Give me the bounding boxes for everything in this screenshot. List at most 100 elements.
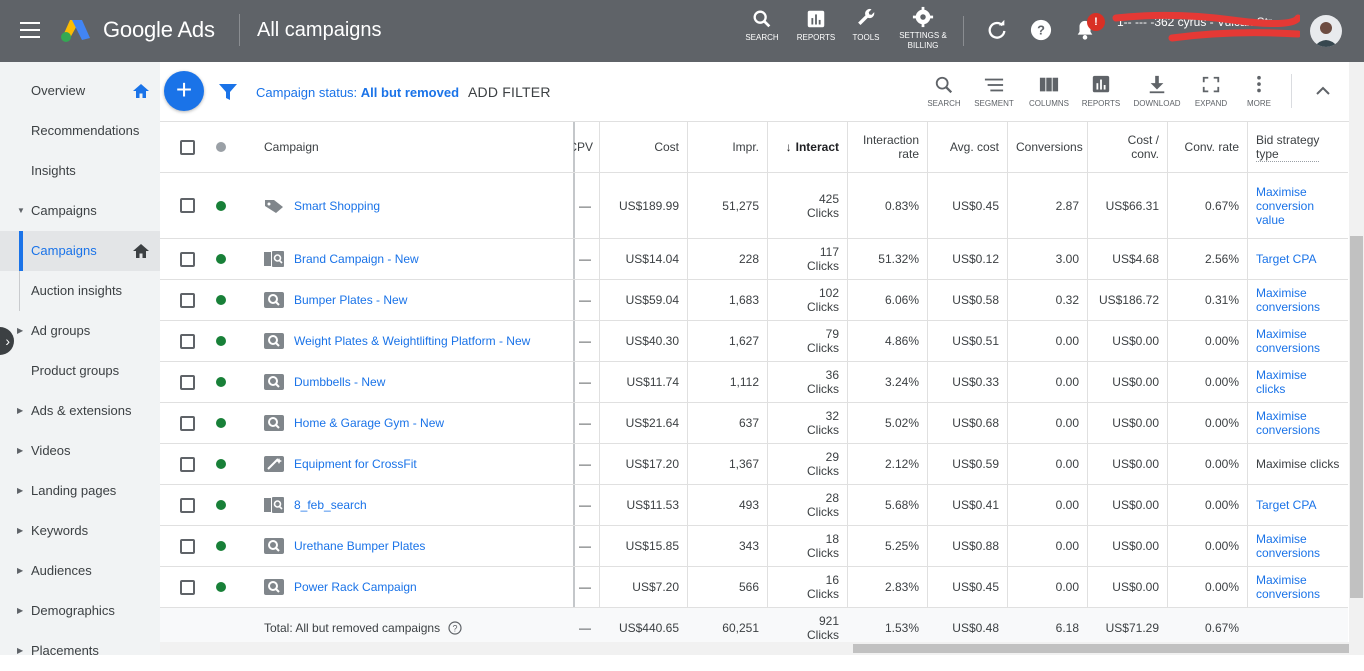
column-header-interactions[interactable]: ↓ Interact [768, 122, 847, 172]
bid-strategy-cell[interactable]: Maximise conversions [1256, 280, 1348, 320]
menu-icon[interactable] [20, 22, 40, 38]
column-header-conversions[interactable]: Conversions [1016, 140, 1083, 154]
status-enabled-dot[interactable] [216, 444, 226, 484]
bid-strategy-cell[interactable]: Maximise conversions [1256, 403, 1348, 443]
campaign-name-link[interactable]: Smart Shopping [294, 198, 381, 213]
column-header-conv-rate[interactable]: Conv. rate [1184, 140, 1239, 154]
sidebar-item-campaigns[interactable]: Campaigns [0, 231, 160, 271]
more-button[interactable]: MORE [1243, 75, 1275, 109]
tools-button[interactable]: TOOLS [848, 8, 884, 43]
horizontal-scrollbar[interactable] [160, 642, 1349, 655]
campaign-name-link[interactable]: Bumper Plates - New [294, 293, 408, 307]
reports-tool-button[interactable]: REPORTS [794, 8, 838, 43]
status-enabled-dot[interactable] [216, 280, 226, 320]
collapse-sidebar-button[interactable]: › [0, 327, 14, 355]
row-checkbox[interactable] [180, 403, 195, 443]
row-checkbox[interactable] [180, 362, 195, 402]
row-checkbox[interactable] [180, 280, 195, 320]
status-enabled-dot[interactable] [216, 403, 226, 443]
refresh-icon[interactable] [986, 19, 1008, 41]
search-tool-button[interactable]: SEARCH [742, 8, 782, 43]
column-header-avg-cost[interactable]: Avg. cost [949, 140, 999, 154]
scroll-thumb[interactable] [1350, 236, 1363, 598]
campaign-name-link[interactable]: 8_feb_search [294, 498, 367, 512]
campaign-name-link[interactable]: Urethane Bumper Plates [294, 539, 426, 553]
sidebar-item-landing-pages[interactable]: ▶ Landing pages [0, 471, 160, 511]
sidebar-group-campaigns[interactable]: ▼ Campaigns [0, 191, 160, 231]
help-outline-icon[interactable]: ? [448, 621, 462, 635]
columns-button[interactable]: COLUMNS [1027, 75, 1071, 109]
bid-strategy-cell[interactable]: Maximise conversions [1256, 321, 1348, 361]
status-enabled-dot[interactable] [216, 526, 226, 566]
sidebar-item-insights[interactable]: Insights [0, 151, 160, 191]
sidebar-item-videos[interactable]: ▶ Videos [0, 431, 160, 471]
status-enabled-dot[interactable] [216, 567, 226, 607]
campaign-name-link[interactable]: Weight Plates & Weightlifting Platform -… [294, 334, 531, 348]
row-checkbox[interactable] [180, 239, 195, 279]
status-enabled-dot[interactable] [216, 362, 226, 402]
filter-value: All but removed [360, 85, 460, 100]
column-header-campaign[interactable]: Campaign [264, 140, 319, 154]
sidebar-item-product-groups[interactable]: Product groups [0, 351, 160, 391]
add-campaign-button[interactable]: + [164, 71, 204, 111]
reports-icon [807, 10, 825, 28]
row-checkbox[interactable] [180, 485, 195, 525]
table-search-button[interactable]: SEARCH [926, 75, 962, 109]
column-header-interaction-rate[interactable]: Interaction rate [848, 122, 927, 172]
bid-strategy-text: Maximise [1256, 532, 1307, 546]
row-checkbox[interactable] [180, 444, 195, 484]
avatar[interactable] [1310, 15, 1342, 47]
filter-chip-campaign-status[interactable]: Campaign status: All but removed [256, 85, 459, 100]
bid-strategy-cell[interactable]: Maximise conversions [1256, 526, 1348, 566]
status-enabled-dot[interactable] [216, 239, 226, 279]
status-enabled-dot[interactable] [216, 173, 226, 238]
row-checkbox[interactable] [180, 173, 195, 238]
status-enabled-dot[interactable] [216, 321, 226, 361]
sidebar-item-ads-extensions[interactable]: ▶ Ads & extensions [0, 391, 160, 431]
add-filter-button[interactable]: ADD FILTER [468, 84, 551, 100]
chevron-up-icon[interactable] [1315, 84, 1331, 98]
sidebar-item-overview[interactable]: Overview [0, 71, 160, 111]
campaign-name-link[interactable]: Dumbbells - New [294, 375, 386, 389]
campaign-name-link[interactable]: Equipment for CrossFit [294, 457, 417, 471]
download-button[interactable]: DOWNLOAD [1133, 75, 1181, 109]
row-checkbox[interactable] [180, 321, 195, 361]
help-icon[interactable]: ? [1030, 19, 1052, 41]
column-header-bid-strategy[interactable]: Bid strategy type [1256, 122, 1348, 172]
bid-strategy-cell[interactable]: Target CPA [1256, 239, 1348, 279]
settings-billing-button[interactable]: SETTINGS & BILLING [896, 6, 950, 51]
sidebar-item-ad-groups[interactable]: ▶ Ad groups [0, 311, 160, 351]
bid-strategy-cell[interactable]: Target CPA [1256, 485, 1348, 525]
column-header-cpv[interactable]: CPV [574, 122, 599, 172]
bid-strategy-cell[interactable]: Maximise conversions [1256, 567, 1348, 607]
status-enabled-dot[interactable] [216, 485, 226, 525]
segment-button[interactable]: SEGMENT [973, 75, 1015, 109]
row-checkbox[interactable] [180, 526, 195, 566]
scroll-thumb[interactable] [853, 644, 1349, 653]
select-all-checkbox[interactable] [180, 122, 195, 172]
search-campaign-icon [264, 333, 284, 349]
conv-rate-cell: 0.00% [1204, 334, 1239, 348]
sidebar-item-auction-insights[interactable]: Auction insights [0, 271, 160, 311]
vertical-scrollbar[interactable] [1349, 62, 1364, 655]
interactions-value: 921 [818, 614, 839, 628]
bid-strategy-cell[interactable]: Maximise clicks [1256, 362, 1348, 402]
expand-button[interactable]: EXPAND [1192, 75, 1230, 109]
campaign-name-link[interactable]: Brand Campaign - New [294, 252, 419, 266]
row-checkbox[interactable] [180, 567, 195, 607]
column-header-cost-per-conv[interactable]: Cost / conv. [1088, 122, 1167, 172]
bid-strategy-cell[interactable]: Maximise conversion value [1256, 173, 1348, 238]
column-header-impr[interactable]: Impr. [732, 140, 759, 154]
sidebar-item-demographics[interactable]: ▶ Demographics [0, 591, 160, 631]
sidebar-item-recommendations[interactable]: Recommendations [0, 111, 160, 151]
sidebar-item-placements[interactable]: ▶ Placements [0, 631, 160, 671]
campaign-name-link[interactable]: Power Rack Campaign [294, 580, 417, 594]
sidebar-item-audiences[interactable]: ▶ Audiences [0, 551, 160, 591]
reports-button[interactable]: REPORTS [1080, 75, 1122, 109]
filter-icon[interactable] [219, 84, 237, 100]
column-header-cost[interactable]: Cost [654, 140, 679, 154]
sidebar-item-keywords[interactable]: ▶ Keywords [0, 511, 160, 551]
table-row: Weight Plates & Weightlifting Platform -… [160, 321, 1348, 362]
campaign-name-link[interactable]: Home & Garage Gym - New [294, 416, 445, 430]
caret-right-icon: ▶ [17, 406, 24, 415]
